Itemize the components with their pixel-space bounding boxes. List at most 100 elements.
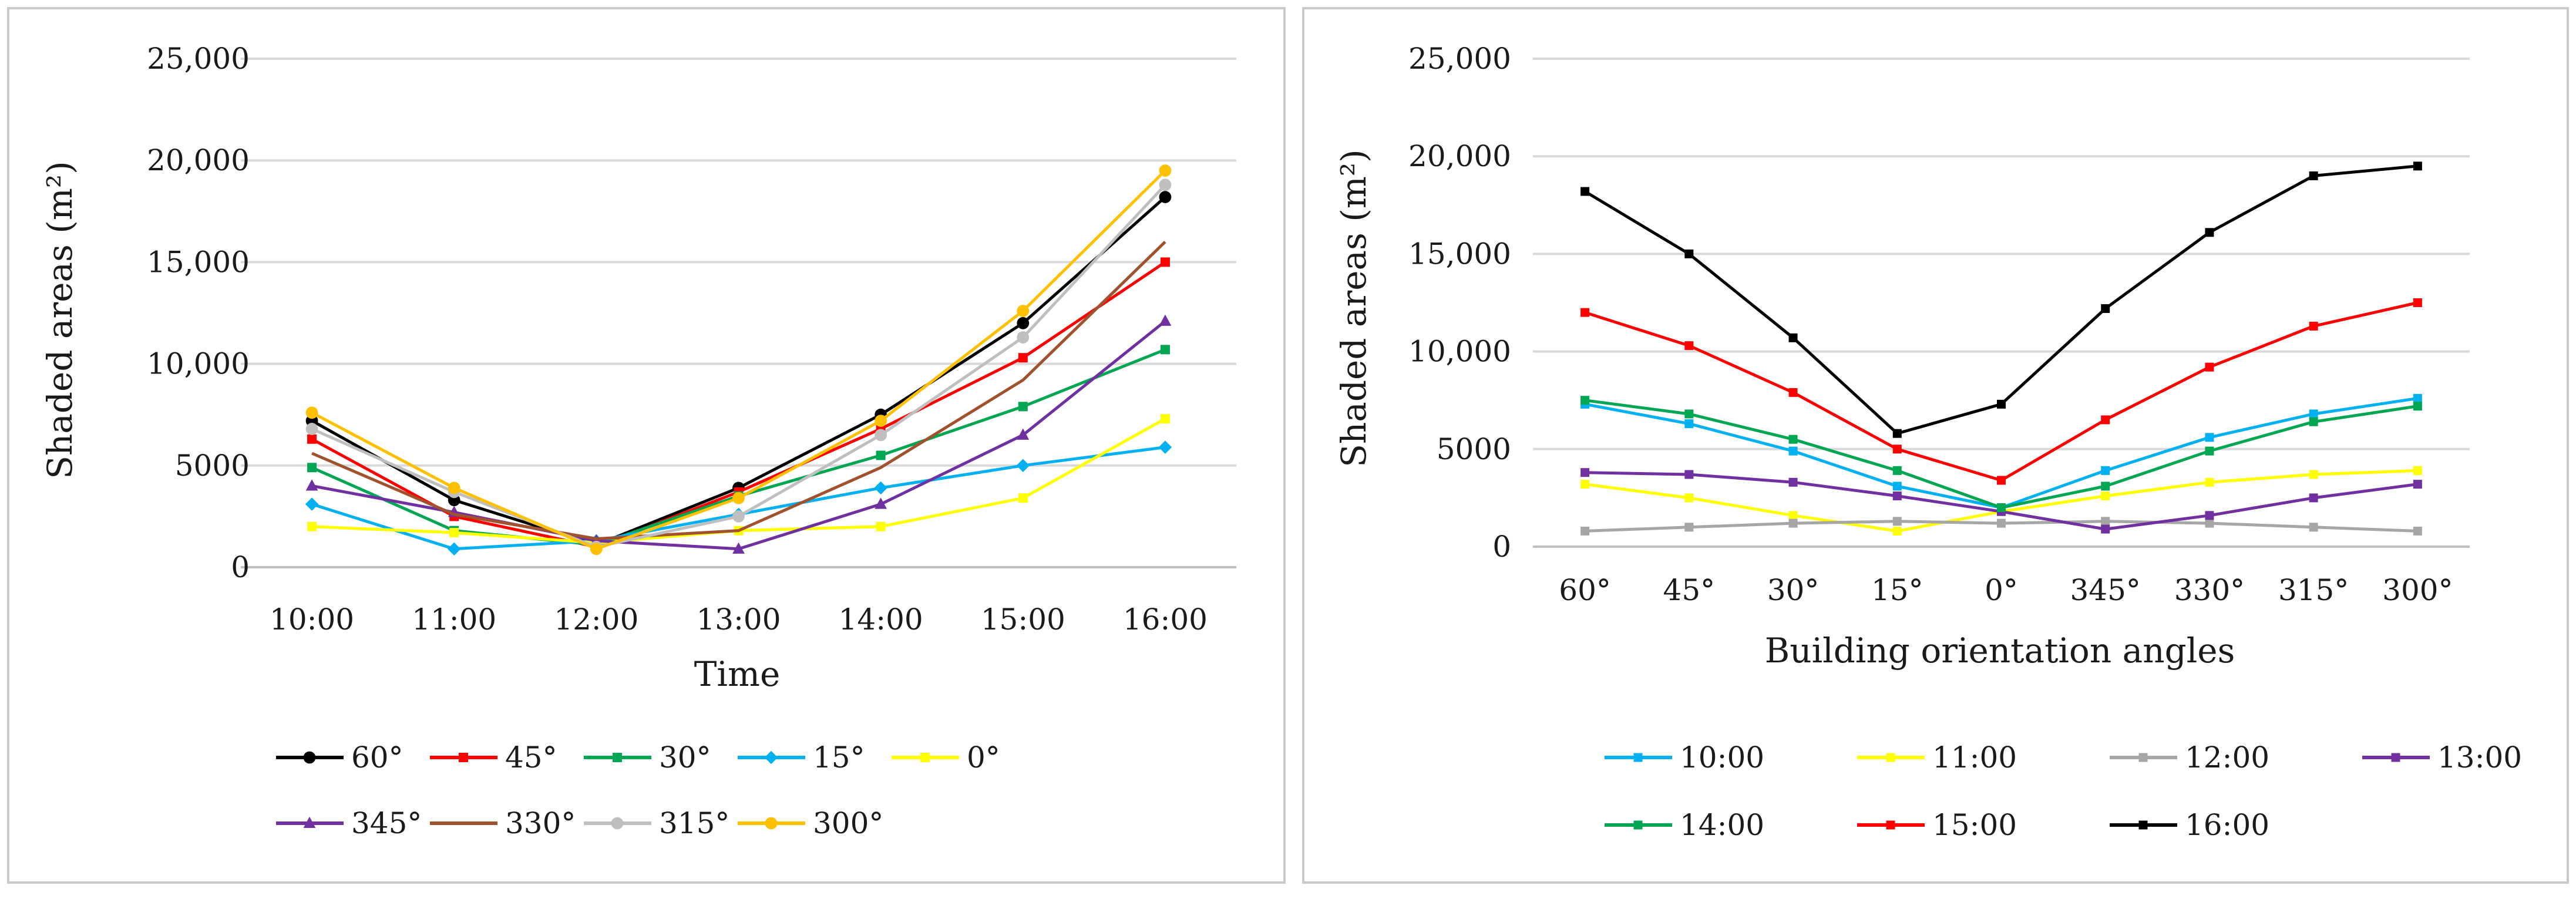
data-point: [1017, 316, 1030, 329]
data-point: [2205, 511, 2214, 520]
data-point: [1684, 409, 1694, 419]
data-point: [1159, 314, 1172, 326]
data-point: [1580, 526, 1590, 536]
legend-label: 12:00: [2185, 740, 2269, 775]
legend-marker: [303, 751, 316, 764]
y-tick-label: 15,000: [1408, 237, 1511, 271]
series-14:00: [1580, 396, 2422, 513]
data-point: [1159, 179, 1172, 191]
legend-label: 45°: [505, 740, 557, 775]
x-tick-label: 11:00: [412, 602, 496, 637]
legend-label: 345°: [351, 806, 422, 840]
y-tick-label: 5000: [175, 449, 250, 483]
data-point: [2413, 298, 2422, 307]
data-point: [448, 542, 461, 556]
data-point: [1788, 333, 1798, 342]
data-point: [2413, 526, 2422, 536]
data-point: [1160, 257, 1170, 267]
data-point: [1016, 459, 1030, 472]
data-point: [1892, 429, 1902, 438]
legend-item-300°: 300°: [738, 806, 883, 840]
data-point: [1788, 435, 1798, 444]
legend-label: 15:00: [1932, 808, 2017, 842]
data-point: [2205, 228, 2214, 237]
legend-item-315°: 315°: [584, 806, 729, 840]
data-point: [1580, 480, 1590, 489]
data-point: [1892, 445, 1902, 454]
data-point: [1580, 396, 1590, 405]
legend-label: 315°: [659, 806, 729, 840]
data-point: [307, 463, 317, 473]
legend-item-60°: 60°: [276, 740, 403, 775]
x-tick-label: 15°: [1871, 573, 1923, 607]
data-point: [1684, 249, 1694, 258]
data-point: [305, 406, 318, 419]
data-point: [2101, 491, 2110, 501]
legend-marker: [1886, 753, 1895, 762]
y-tick-label: 25,000: [147, 42, 250, 76]
legend-marker: [459, 753, 468, 762]
chart-frame: [7, 7, 1286, 884]
data-point: [2205, 518, 2214, 528]
data-point: [1018, 353, 1028, 363]
data-point: [1997, 399, 2006, 409]
data-point: [2205, 477, 2214, 487]
data-point: [2413, 393, 2422, 403]
legend-item-12:00: 12:00: [2110, 740, 2269, 775]
chart-panel-time: 0 5000 10,000 15,000 20,000 25,000 10:00 11:00…: [7, 7, 1286, 884]
data-point: [2309, 523, 2318, 532]
chart-frame: [1302, 7, 2569, 884]
x-tick-label: 14:00: [839, 602, 923, 637]
data-point: [1684, 470, 1694, 479]
data-point: [2101, 415, 2110, 425]
x-tick-label: 30°: [1767, 573, 1820, 607]
data-point: [1892, 526, 1902, 536]
data-point: [1017, 331, 1030, 344]
legend-label: 13:00: [2437, 740, 2522, 775]
data-point: [590, 543, 603, 555]
legend-marker: [303, 816, 316, 828]
x-tick-label: 0°: [1985, 573, 2018, 607]
data-point: [1684, 493, 1694, 503]
data-point: [307, 434, 317, 444]
data-point: [1018, 402, 1028, 412]
data-point: [2205, 433, 2214, 442]
data-point: [1684, 419, 1694, 429]
data-point: [1017, 305, 1030, 317]
data-point: [1788, 511, 1798, 520]
data-point: [1158, 440, 1172, 454]
data-point: [305, 497, 319, 511]
legend-item-45°: 45°: [430, 740, 557, 775]
y-tick-label: 10,000: [147, 347, 250, 381]
legend-marker: [2138, 820, 2148, 830]
data-point: [1892, 491, 1902, 501]
data-point: [732, 491, 745, 504]
y-tick-label: 20,000: [147, 143, 250, 177]
x-axis-title: Time: [694, 654, 781, 694]
x-tick-label: 45°: [1663, 573, 1716, 607]
data-point: [2101, 304, 2110, 313]
data-point: [732, 510, 745, 523]
x-tick-label: 13:00: [696, 602, 781, 637]
legend-marker: [2138, 753, 2148, 762]
y-tick-label: 20,000: [1408, 139, 1511, 173]
data-point: [1160, 414, 1170, 424]
data-point: [2101, 524, 2110, 534]
data-point: [876, 450, 886, 460]
legend-label: 16:00: [2185, 808, 2269, 842]
data-point: [2309, 171, 2318, 180]
data-point: [307, 521, 317, 531]
data-point: [875, 429, 887, 442]
series-12:00: [1580, 517, 2422, 536]
legend-marker: [920, 753, 930, 762]
legend-marker: [765, 817, 778, 830]
legend-label: 0°: [967, 740, 1000, 775]
data-point: [2101, 466, 2110, 475]
legend-item-330°: 330°: [430, 806, 576, 840]
legend-label: 30°: [659, 740, 711, 775]
legend-item-14:00: 14:00: [1605, 808, 1764, 842]
series-345°: [305, 314, 1172, 554]
data-point: [732, 542, 745, 554]
data-point: [1788, 388, 1798, 397]
data-point: [2205, 446, 2214, 456]
